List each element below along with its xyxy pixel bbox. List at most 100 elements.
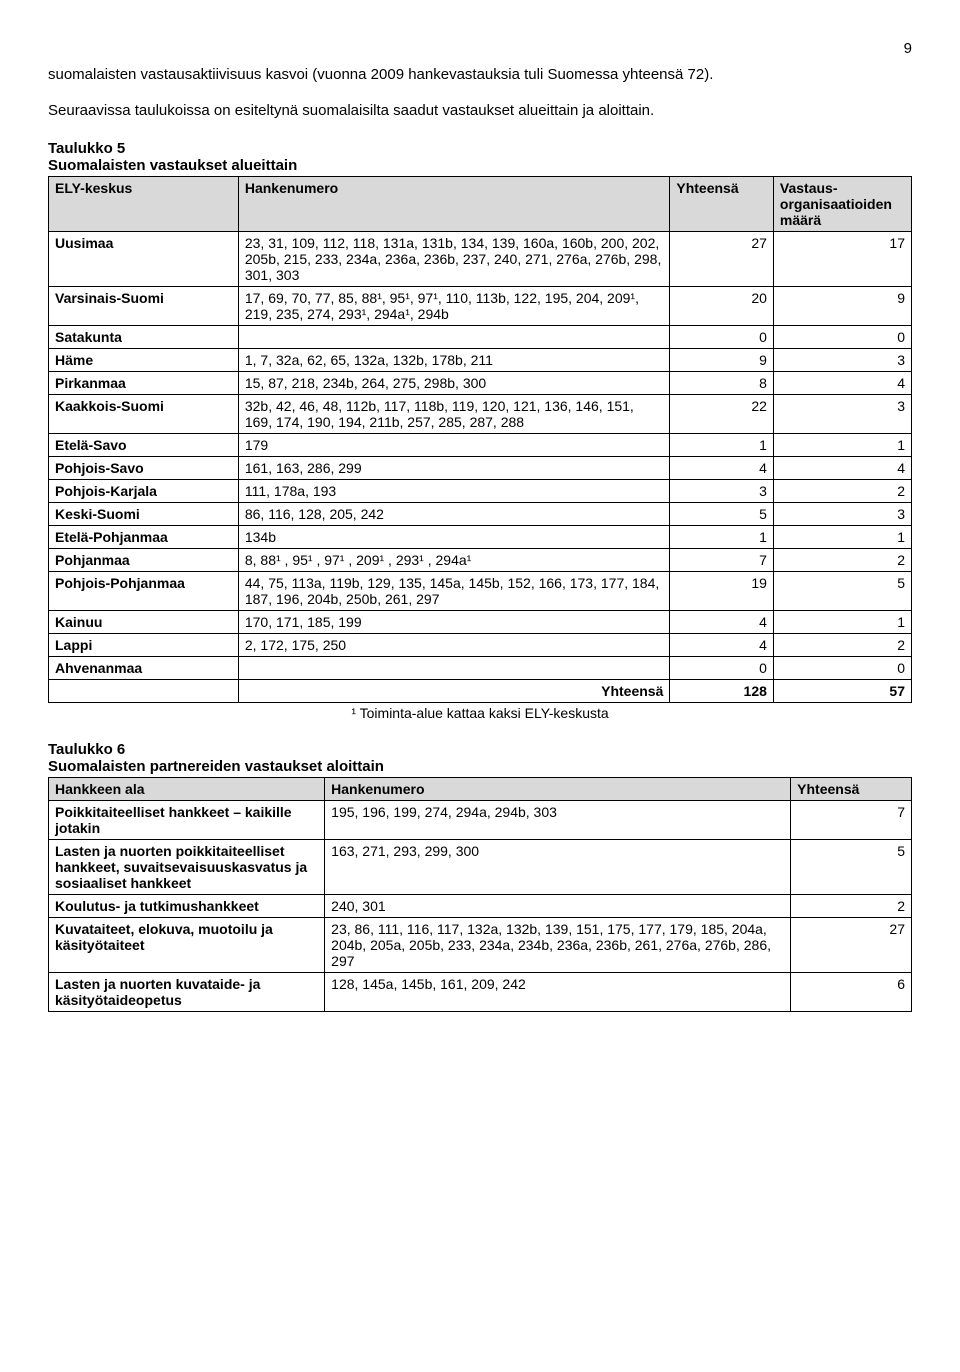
table-row: Kuvataiteet, elokuva, muotoilu ja käsity… xyxy=(49,917,912,972)
table-row: Koulutus- ja tutkimushankkeet240, 3012 xyxy=(49,894,912,917)
table6-row-yht: 5 xyxy=(791,839,912,894)
table5-row-label: Kaakkois-Suomi xyxy=(49,394,239,433)
table6: Hankkeen ala Hankenumero Yhteensä Poikki… xyxy=(48,777,912,1012)
table6-row-label: Lasten ja nuorten poikkitaiteelliset han… xyxy=(49,839,325,894)
table6-row-nums: 195, 196, 199, 274, 294a, 294b, 303 xyxy=(325,800,791,839)
table6-row-yht: 2 xyxy=(791,894,912,917)
table5-row-yht: 8 xyxy=(670,371,774,394)
table5-row-label: Häme xyxy=(49,348,239,371)
table-row: Varsinais-Suomi17, 69, 70, 77, 85, 88¹, … xyxy=(49,286,912,325)
table5-row-yht: 3 xyxy=(670,479,774,502)
table5-row-org: 4 xyxy=(773,456,911,479)
table5-row-yht: 9 xyxy=(670,348,774,371)
table5-footnote: ¹ Toiminta-alue kattaa kaksi ELY-keskust… xyxy=(48,705,912,721)
table5-row-yht: 4 xyxy=(670,610,774,633)
table5-row-nums: 111, 178a, 193 xyxy=(238,479,670,502)
table5-row-nums: 134b xyxy=(238,525,670,548)
table5-row-nums xyxy=(238,325,670,348)
table-row: Pohjois-Savo161, 163, 286, 29944 xyxy=(49,456,912,479)
table5-row-yht: 1 xyxy=(670,525,774,548)
table5-row-label: Keski-Suomi xyxy=(49,502,239,525)
table5-row-nums: 170, 171, 185, 199 xyxy=(238,610,670,633)
table5-row-org: 0 xyxy=(773,325,911,348)
table-row: Lasten ja nuorten poikkitaiteelliset han… xyxy=(49,839,912,894)
table5: ELY-keskus Hankenumero Yhteensä Vastaus-… xyxy=(48,176,912,703)
table5-row-label: Lappi xyxy=(49,633,239,656)
table5-row-org: 17 xyxy=(773,231,911,286)
table5-row-label: Pirkanmaa xyxy=(49,371,239,394)
table5-row-label: Etelä-Savo xyxy=(49,433,239,456)
table5-row-nums: 8, 88¹ , 95¹ , 97¹ , 209¹ , 293¹ , 294a¹ xyxy=(238,548,670,571)
table5-row-yht: 20 xyxy=(670,286,774,325)
table-row: Pohjois-Pohjanmaa44, 75, 113a, 119b, 129… xyxy=(49,571,912,610)
table-row: Kaakkois-Suomi32b, 42, 46, 48, 112b, 117… xyxy=(49,394,912,433)
table5-header-row: ELY-keskus Hankenumero Yhteensä Vastaus-… xyxy=(49,176,912,231)
table-row: Ahvenanmaa00 xyxy=(49,656,912,679)
table6-row-nums: 240, 301 xyxy=(325,894,791,917)
table5-row-yht: 7 xyxy=(670,548,774,571)
table5-row-yht: 4 xyxy=(670,456,774,479)
table-row: Uusimaa23, 31, 109, 112, 118, 131a, 131b… xyxy=(49,231,912,286)
table6-row-nums: 128, 145a, 145b, 161, 209, 242 xyxy=(325,972,791,1011)
table6-header-row: Hankkeen ala Hankenumero Yhteensä xyxy=(49,777,912,800)
table5-row-org: 1 xyxy=(773,610,911,633)
table-row: Keski-Suomi86, 116, 128, 205, 24253 xyxy=(49,502,912,525)
table-row: Kainuu170, 171, 185, 19941 xyxy=(49,610,912,633)
table6-row-label: Poikkitaiteelliset hankkeet – kaikille j… xyxy=(49,800,325,839)
table6-row-yht: 27 xyxy=(791,917,912,972)
table6-row-label: Lasten ja nuorten kuvataide- ja käsityöt… xyxy=(49,972,325,1011)
table-row: Etelä-Pohjanmaa134b11 xyxy=(49,525,912,548)
table5-row-org: 3 xyxy=(773,502,911,525)
table5-header-hankenumero: Hankenumero xyxy=(238,176,670,231)
table5-total-org: 57 xyxy=(773,679,911,702)
table-row: Lasten ja nuorten kuvataide- ja käsityöt… xyxy=(49,972,912,1011)
table5-row-label: Pohjanmaa xyxy=(49,548,239,571)
table5-row-org: 2 xyxy=(773,479,911,502)
table5-row-label: Etelä-Pohjanmaa xyxy=(49,525,239,548)
table5-row-nums: 179 xyxy=(238,433,670,456)
table5-header-org: Vastaus-organisaatioiden määrä xyxy=(773,176,911,231)
table5-total-label: Yhteensä xyxy=(238,679,670,702)
table5-row-nums: 17, 69, 70, 77, 85, 88¹, 95¹, 97¹, 110, … xyxy=(238,286,670,325)
table5-row-nums: 2, 172, 175, 250 xyxy=(238,633,670,656)
table6-row-yht: 7 xyxy=(791,800,912,839)
table-row: Poikkitaiteelliset hankkeet – kaikille j… xyxy=(49,800,912,839)
table5-row-label: Pohjois-Savo xyxy=(49,456,239,479)
table5-row-org: 3 xyxy=(773,348,911,371)
table5-row-org: 0 xyxy=(773,656,911,679)
table6-header-yhteensa: Yhteensä xyxy=(791,777,912,800)
intro-paragraph-1: suomalaisten vastausaktiivisuus kasvoi (… xyxy=(48,65,912,85)
table5-row-yht: 5 xyxy=(670,502,774,525)
table6-title: Taulukko 6 xyxy=(48,741,912,758)
table5-total-yht: 128 xyxy=(670,679,774,702)
table5-row-nums: 1, 7, 32a, 62, 65, 132a, 132b, 178b, 211 xyxy=(238,348,670,371)
table6-row-label: Koulutus- ja tutkimushankkeet xyxy=(49,894,325,917)
table5-row-nums: 161, 163, 286, 299 xyxy=(238,456,670,479)
table6-row-nums: 163, 271, 293, 299, 300 xyxy=(325,839,791,894)
table5-header-ely: ELY-keskus xyxy=(49,176,239,231)
table5-row-yht: 22 xyxy=(670,394,774,433)
table5-row-org: 2 xyxy=(773,633,911,656)
table5-row-nums: 86, 116, 128, 205, 242 xyxy=(238,502,670,525)
table5-row-yht: 19 xyxy=(670,571,774,610)
table-row: Satakunta 00 xyxy=(49,325,912,348)
table5-row-label: Pohjois-Karjala xyxy=(49,479,239,502)
table5-total-empty xyxy=(49,679,239,702)
table5-row-org: 1 xyxy=(773,525,911,548)
table5-row-yht: 27 xyxy=(670,231,774,286)
table5-row-nums: 32b, 42, 46, 48, 112b, 117, 118b, 119, 1… xyxy=(238,394,670,433)
table6-row-label: Kuvataiteet, elokuva, muotoilu ja käsity… xyxy=(49,917,325,972)
table6-subtitle: Suomalaisten partnereiden vastaukset alo… xyxy=(48,758,912,775)
intro-paragraph-2: Seuraavissa taulukoissa on esiteltynä su… xyxy=(48,101,912,121)
table5-row-yht: 0 xyxy=(670,325,774,348)
table5-row-org: 2 xyxy=(773,548,911,571)
table5-row-nums: 23, 31, 109, 112, 118, 131a, 131b, 134, … xyxy=(238,231,670,286)
table5-row-yht: 4 xyxy=(670,633,774,656)
table-row: Etelä-Savo17911 xyxy=(49,433,912,456)
table5-row-label: Satakunta xyxy=(49,325,239,348)
table5-title: Taulukko 5 xyxy=(48,140,912,157)
page-number: 9 xyxy=(48,40,912,57)
table5-row-org: 1 xyxy=(773,433,911,456)
table6-row-nums: 23, 86, 111, 116, 117, 132a, 132b, 139, … xyxy=(325,917,791,972)
table5-row-label: Uusimaa xyxy=(49,231,239,286)
